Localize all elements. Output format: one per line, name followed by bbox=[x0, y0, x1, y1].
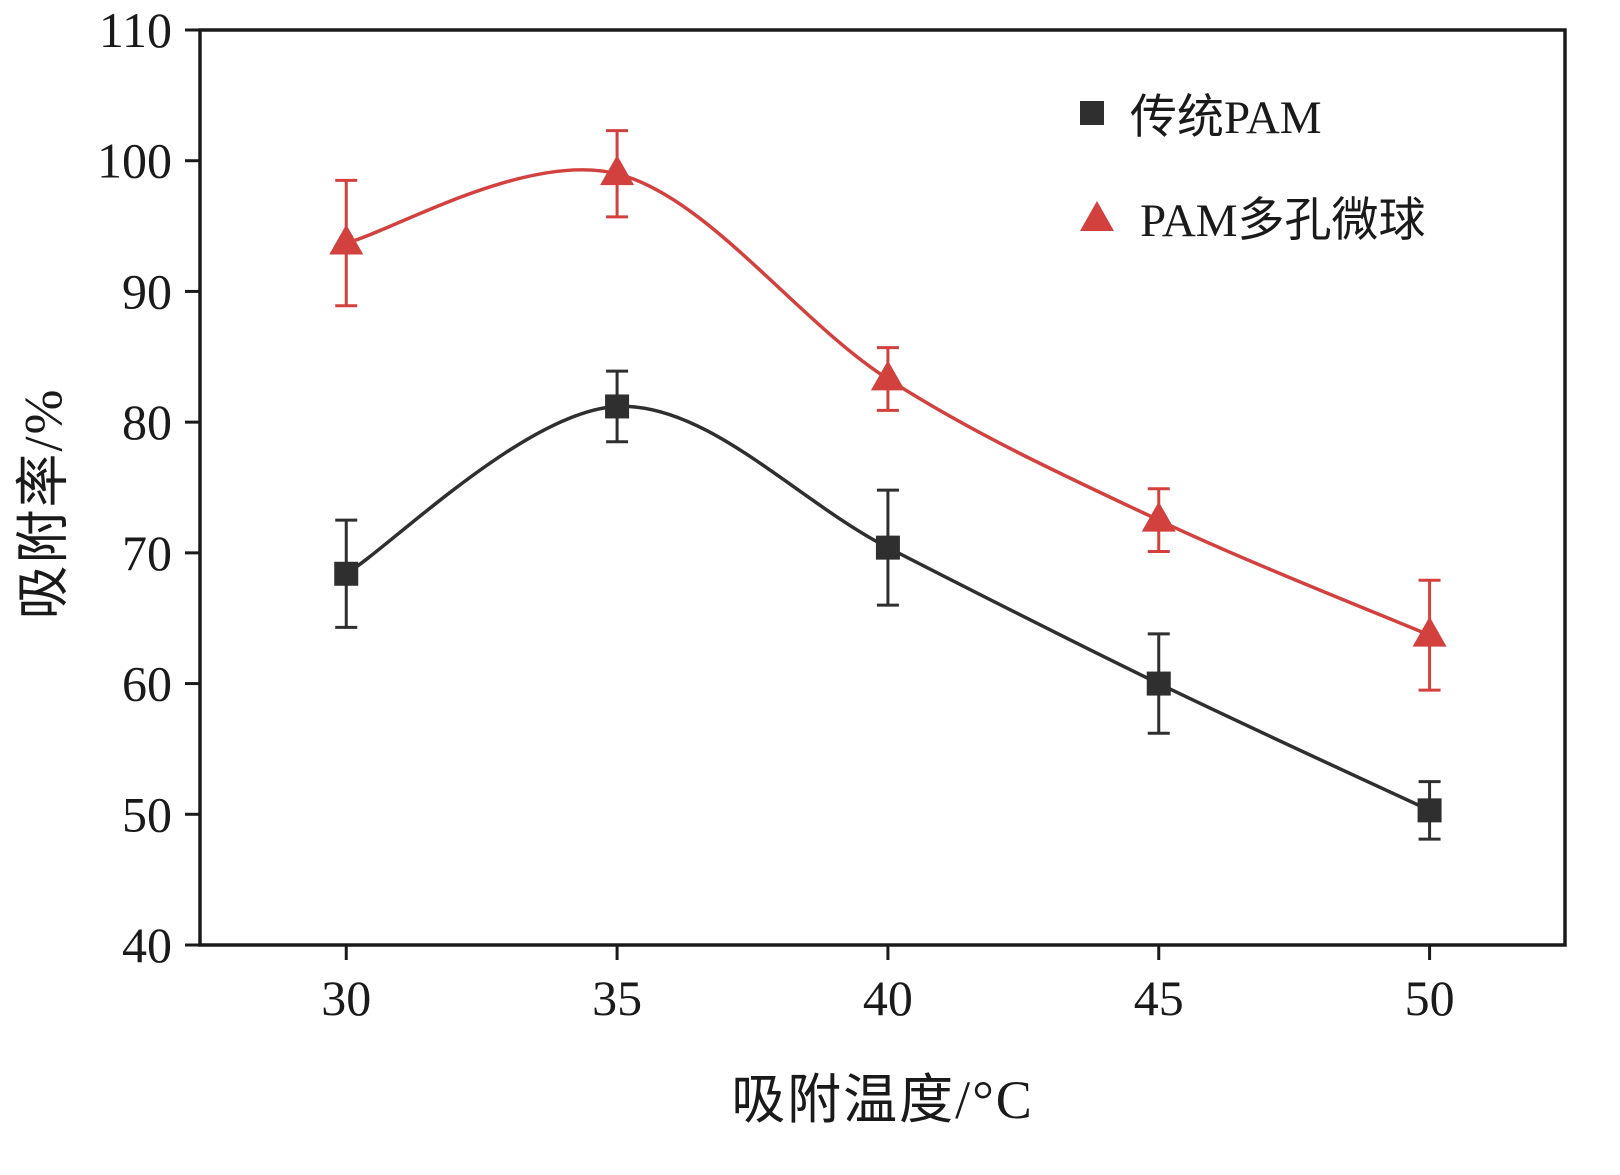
triangle-marker-icon bbox=[600, 155, 635, 186]
y-tick-label: 90 bbox=[122, 263, 172, 319]
triangle-marker-icon bbox=[870, 360, 905, 391]
square-marker-icon bbox=[1146, 671, 1171, 696]
y-tick-label: 50 bbox=[122, 786, 172, 842]
square-marker-icon bbox=[1080, 100, 1104, 125]
square-marker-icon bbox=[334, 561, 359, 586]
y-tick-label: 100 bbox=[97, 133, 172, 189]
triangle-marker-icon bbox=[1141, 501, 1176, 532]
x-tick-label: 45 bbox=[1134, 970, 1184, 1026]
x-tick-label: 50 bbox=[1405, 970, 1455, 1026]
square-marker-icon bbox=[1417, 798, 1442, 823]
legend-item-series-1: PAM多孔微球 bbox=[1080, 181, 1426, 250]
square-marker-icon bbox=[605, 394, 630, 419]
y-tick-label: 60 bbox=[122, 656, 172, 712]
legend-label: PAM多孔微球 bbox=[1140, 195, 1426, 247]
plot-frame bbox=[198, 28, 1567, 947]
triangle-marker-icon bbox=[1412, 616, 1447, 647]
y-tick-label: 110 bbox=[99, 2, 172, 58]
x-tick-label: 40 bbox=[863, 970, 913, 1026]
legend-item-series-0: 传统PAM bbox=[1080, 78, 1426, 147]
triangle-marker-icon bbox=[1080, 200, 1114, 231]
series-line-0 bbox=[345, 404, 1431, 812]
y-tick-label: 80 bbox=[122, 394, 172, 450]
x-tick-label: 35 bbox=[592, 970, 642, 1026]
y-tick-label: 70 bbox=[122, 525, 172, 581]
triangle-marker-icon bbox=[329, 224, 364, 255]
y-tick-label: 40 bbox=[122, 917, 172, 973]
square-marker-icon bbox=[875, 535, 900, 560]
x-tick-label: 30 bbox=[321, 970, 371, 1026]
legend: 传统PAM PAM多孔微球 bbox=[1080, 78, 1426, 250]
x-axis-title: 吸附温度/°C bbox=[731, 1070, 1034, 1130]
legend-label: 传统PAM bbox=[1130, 92, 1322, 144]
y-axis-title: 吸附率/% bbox=[13, 387, 74, 620]
